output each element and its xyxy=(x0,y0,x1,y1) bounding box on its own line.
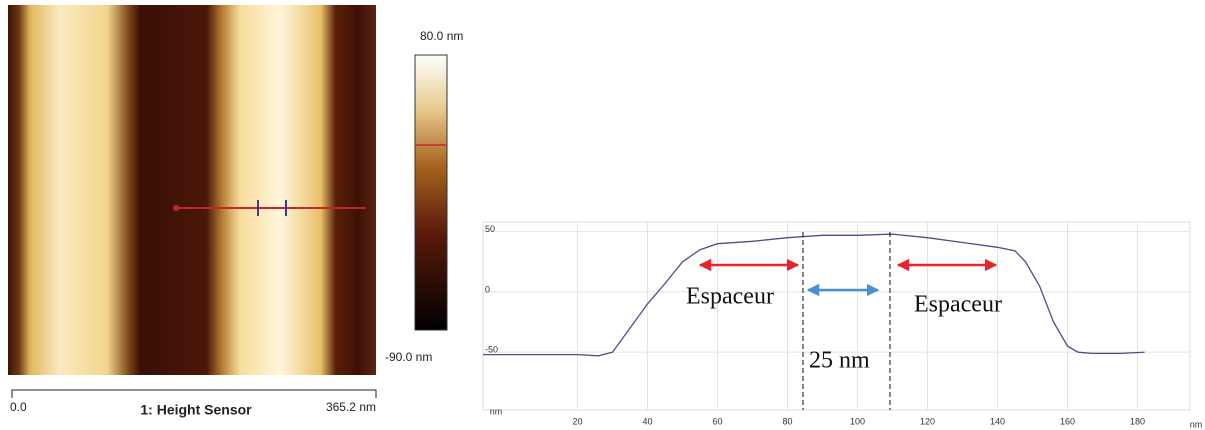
scale-bar xyxy=(11,389,377,398)
colorbar xyxy=(414,54,448,331)
x-tick-label: 140 xyxy=(990,416,1005,426)
y-tick-label: -50 xyxy=(485,345,498,355)
scale-start: 0.0 xyxy=(10,400,27,414)
plot-area xyxy=(482,221,1191,411)
annotation: Espaceur xyxy=(686,284,774,310)
profile-start xyxy=(173,205,179,211)
y-tick-label: 0 xyxy=(485,284,490,294)
afm-image xyxy=(8,5,376,375)
profile-chart: -50 0 50 20 40 60 80 100 120 140 160 180 nm nm xyxy=(482,221,1203,429)
scale-end: 365.2 nm xyxy=(326,400,376,414)
annotation: 25 nm xyxy=(809,348,870,374)
x-tick-label: 120 xyxy=(920,416,935,426)
x-tick-label: 180 xyxy=(1130,416,1145,426)
y-axis-label: nm xyxy=(490,406,503,416)
x-tick-label: 80 xyxy=(782,416,792,426)
colorbar-max: 80.0 nm xyxy=(420,29,463,43)
channel-label: 1: Height Sensor xyxy=(140,402,252,418)
y-tick-label: 50 xyxy=(485,224,495,234)
x-tick-label: 20 xyxy=(572,416,582,426)
x-axis-label: nm xyxy=(1190,419,1203,429)
x-tick-label: 160 xyxy=(1060,416,1075,426)
colorbar-min: -90.0 nm xyxy=(385,350,432,364)
x-tick-label: 60 xyxy=(712,416,722,426)
x-tick-label: 100 xyxy=(850,416,865,426)
annotation: Espaceur xyxy=(914,292,1002,318)
afm-panel: 80.0 nm -90.0 nm 0.0 1: Height Sensor 36… xyxy=(8,5,463,418)
profile-line xyxy=(483,233,1145,357)
x-tick-label: 40 xyxy=(642,416,652,426)
